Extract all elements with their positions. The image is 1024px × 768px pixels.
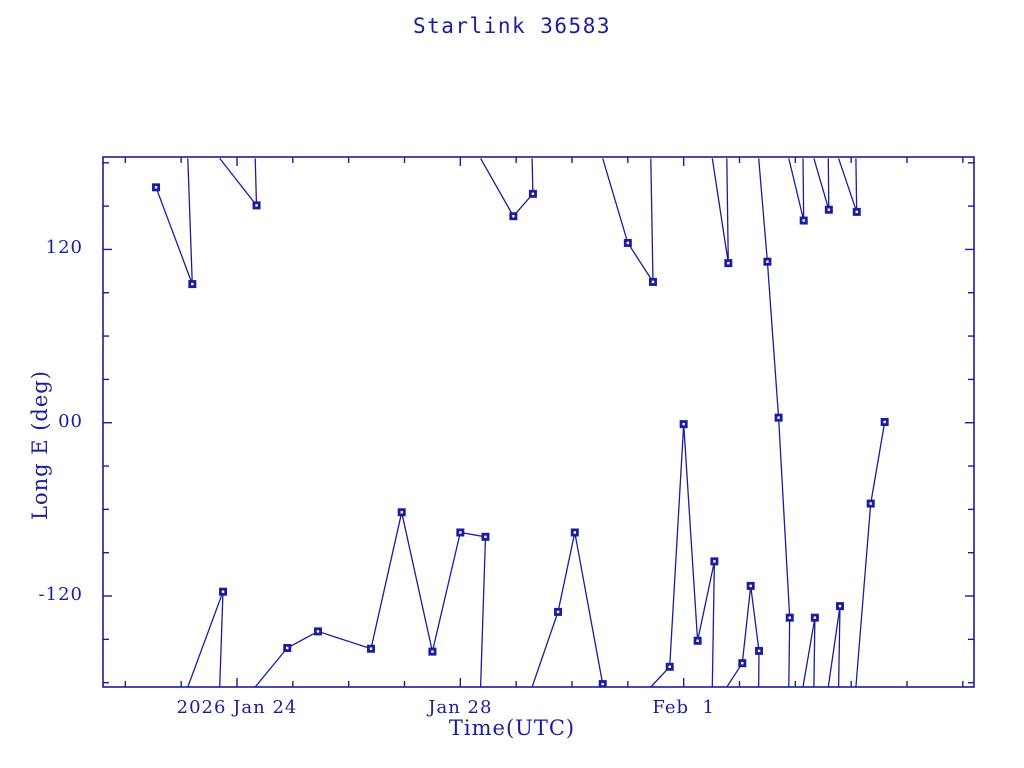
data-marker-center bbox=[883, 420, 886, 424]
data-marker-center bbox=[154, 186, 158, 189]
data-marker-center bbox=[191, 282, 194, 286]
data-marker-center bbox=[696, 639, 699, 642]
x-tick-label: Jan 28 bbox=[428, 697, 493, 718]
x-axis-title: Time(UTC) bbox=[448, 716, 576, 740]
data-marker-center bbox=[668, 665, 671, 668]
data-marker-center bbox=[556, 610, 560, 614]
data-layer bbox=[152, 157, 889, 687]
data-marker-center bbox=[727, 261, 730, 265]
x-tick-label: 2026 Jan 24 bbox=[176, 697, 298, 718]
data-marker-center bbox=[431, 650, 434, 653]
data-marker-center bbox=[827, 208, 831, 211]
data-marker-center bbox=[741, 661, 744, 665]
data-marker-center bbox=[531, 192, 535, 196]
data-marker-center bbox=[255, 204, 258, 207]
data-marker-center bbox=[221, 590, 225, 593]
data-marker-center bbox=[316, 630, 320, 633]
data-marker-center bbox=[749, 584, 752, 588]
data-marker-center bbox=[682, 422, 685, 426]
data-marker-center bbox=[626, 241, 630, 245]
y-tick-label: 00 bbox=[58, 410, 83, 432]
data-marker-center bbox=[286, 646, 289, 650]
data-marker-center bbox=[601, 682, 604, 686]
data-marker-center bbox=[788, 616, 791, 619]
data-marker-center bbox=[512, 215, 515, 218]
y-tick-label: -120 bbox=[38, 584, 83, 606]
data-marker-center bbox=[855, 210, 858, 214]
data-marker-center bbox=[838, 604, 842, 608]
data-marker-center bbox=[869, 502, 872, 505]
data-marker-center bbox=[766, 260, 769, 263]
page-title: Starlink 36583 bbox=[412, 14, 611, 38]
data-marker-center bbox=[813, 616, 817, 619]
data-marker-center bbox=[713, 560, 716, 563]
data-marker-center bbox=[802, 219, 805, 222]
data-marker-center bbox=[651, 280, 655, 284]
data-marker-center bbox=[484, 535, 487, 539]
data-marker-center bbox=[400, 511, 403, 514]
data-marker-center bbox=[459, 531, 462, 534]
data-marker-center bbox=[757, 649, 761, 653]
data-marker-center bbox=[573, 531, 576, 534]
plot-frame bbox=[102, 156, 975, 688]
data-marker-center bbox=[369, 647, 373, 650]
y-axis-title: Long E (deg) bbox=[28, 370, 52, 520]
x-tick-label: Feb 1 bbox=[652, 697, 715, 718]
y-tick-label: 120 bbox=[45, 237, 83, 259]
data-marker-center bbox=[777, 416, 780, 419]
data-line bbox=[155, 157, 886, 687]
